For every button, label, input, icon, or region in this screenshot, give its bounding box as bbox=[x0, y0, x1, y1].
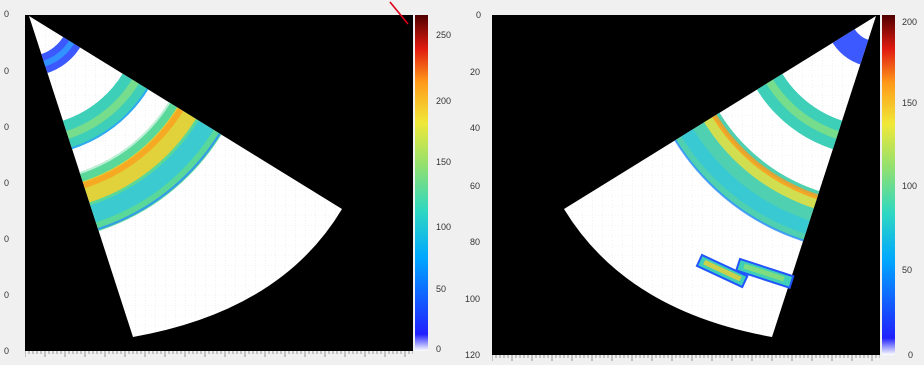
left-y-tick: 0 bbox=[4, 122, 10, 132]
left-colorbar-tick: 150 bbox=[436, 157, 452, 167]
left-colorbar-tick: 100 bbox=[436, 222, 452, 232]
right-colorbar-tick: 0 bbox=[908, 350, 914, 360]
left-x-axis bbox=[25, 351, 413, 357]
right-x-axis bbox=[492, 355, 880, 361]
right-strip-2 bbox=[735, 257, 795, 289]
left-plot-area[interactable] bbox=[25, 15, 413, 351]
right-y-tick: 0 bbox=[476, 10, 482, 20]
right-y-tick: 80 bbox=[470, 237, 481, 247]
left-colorbar-gradient bbox=[415, 15, 428, 351]
left-y-tick: 0 bbox=[4, 66, 10, 76]
right-y-tick: 100 bbox=[465, 294, 481, 304]
left-colorbar[interactable] bbox=[415, 15, 428, 351]
left-colorbar-tick: 50 bbox=[436, 284, 447, 294]
left-colorbar-tick: 250 bbox=[436, 30, 452, 40]
left-sector-image bbox=[29, 16, 342, 337]
right-sector-image bbox=[564, 16, 876, 337]
left-colorbar-tick: 200 bbox=[436, 96, 452, 106]
right-strip-1 bbox=[695, 253, 749, 289]
right-colorbar-tick: 50 bbox=[902, 265, 913, 275]
right-y-tick: 20 bbox=[470, 67, 481, 77]
right-y-tick: 40 bbox=[470, 123, 481, 133]
left-y-tick: 0 bbox=[4, 234, 10, 244]
right-colorbar-tick: 100 bbox=[902, 181, 918, 191]
right-colorbar[interactable] bbox=[882, 15, 895, 355]
right-y-tick: 60 bbox=[470, 181, 481, 191]
right-y-tick: 120 bbox=[465, 350, 481, 360]
left-y-tick: 0 bbox=[4, 9, 10, 19]
red-annotation-arrow-icon bbox=[389, 1, 409, 25]
left-colorbar-tick: 0 bbox=[436, 344, 442, 354]
right-colorbar-gradient bbox=[882, 15, 895, 355]
right-plot-area[interactable] bbox=[492, 15, 880, 355]
left-y-tick: 0 bbox=[4, 290, 10, 300]
right-colorbar-tick: 200 bbox=[902, 17, 918, 27]
right-colorbar-tick: 150 bbox=[902, 98, 918, 108]
left-y-tick: 0 bbox=[4, 178, 10, 188]
left-y-tick: 0 bbox=[4, 346, 10, 356]
